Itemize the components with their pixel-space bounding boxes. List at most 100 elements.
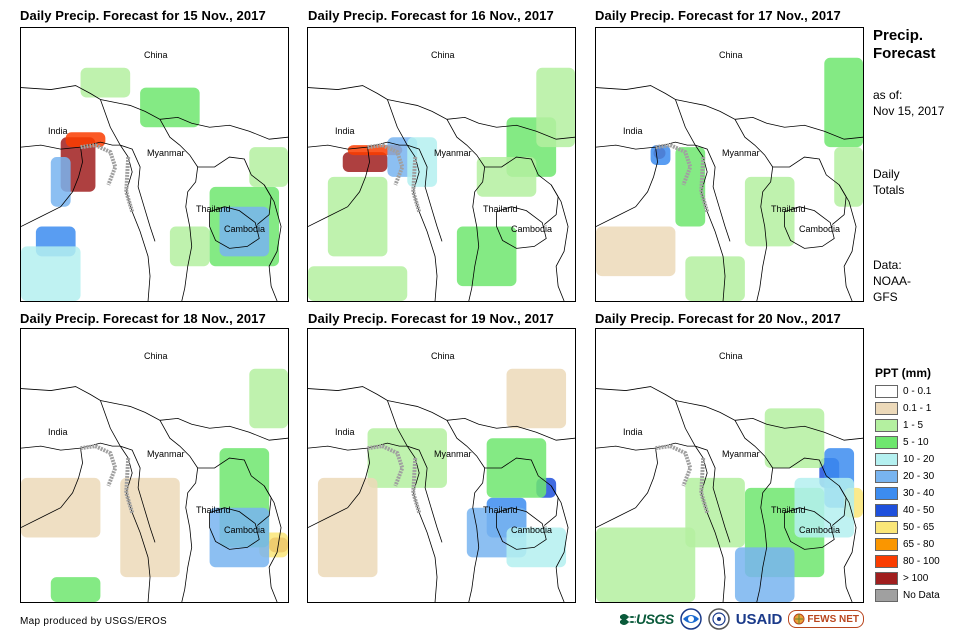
precip-area <box>794 477 855 538</box>
country-borders <box>21 386 288 602</box>
legend-swatch <box>875 402 898 415</box>
data-line3: GFS <box>873 290 898 304</box>
asof-line2: Nov 15, 2017 <box>873 104 945 118</box>
precip-area <box>342 152 388 172</box>
no-data-area <box>367 444 405 487</box>
country-border <box>596 144 656 150</box>
label-china: China <box>144 50 168 60</box>
daily-line2: Totals <box>873 183 905 197</box>
legend-swatch <box>875 572 898 585</box>
map-panel-4: China India Myanmar Thailand Cambodia <box>20 328 289 603</box>
legend-label: 20 - 30 <box>903 471 935 482</box>
daily-line1: Daily <box>873 167 900 181</box>
label-thailand: Thailand <box>196 505 231 515</box>
asof-text: as of: Nov 15, 2017 <box>873 87 944 119</box>
precip-area <box>834 147 863 207</box>
no-data-area <box>699 457 710 514</box>
map-canvas-5 <box>308 368 575 602</box>
legend-swatch <box>875 555 898 568</box>
legend-label: 10 - 20 <box>903 454 935 465</box>
label-myanmar: Myanmar <box>434 449 472 459</box>
country-border <box>446 420 486 602</box>
country-border <box>596 445 656 451</box>
label-thailand: Thailand <box>483 204 518 214</box>
label-china: China <box>719 351 743 361</box>
country-border <box>550 184 569 301</box>
legend-swatch <box>875 589 898 602</box>
legend-row: 10 - 20 <box>875 451 940 468</box>
country-border <box>21 85 288 140</box>
precip-area <box>486 438 547 498</box>
country-border <box>263 184 282 301</box>
map-canvas-2 <box>308 67 575 301</box>
fewsnet-globe-icon <box>793 613 805 625</box>
usgs-wave-icon <box>620 614 636 625</box>
label-india: India <box>48 126 68 136</box>
legend-swatch <box>875 419 898 432</box>
country-borders <box>596 85 863 301</box>
usgs-logo-text: USGS <box>636 611 674 627</box>
label-myanmar: Myanmar <box>722 148 760 158</box>
precip-area <box>169 226 210 267</box>
panel-title-3: Daily Precip. Forecast for 17 Nov., 2017 <box>595 8 841 23</box>
legend-row: 5 - 10 <box>875 434 940 451</box>
country-border <box>308 445 368 451</box>
legend-swatch <box>875 453 898 466</box>
fewsnet-logo-text: FEWS NET <box>807 613 860 625</box>
legend-label: 30 - 40 <box>903 488 935 499</box>
usgs-logo: USGS <box>620 611 674 627</box>
label-thailand: Thailand <box>771 505 806 515</box>
legend-swatch <box>875 470 898 483</box>
legend-label: 80 - 100 <box>903 556 940 567</box>
no-data-area <box>80 143 118 186</box>
legend-label: No Data <box>903 590 940 601</box>
legend-row: 20 - 30 <box>875 468 940 485</box>
country-border <box>21 448 83 528</box>
label-myanmar: Myanmar <box>147 449 185 459</box>
country-border <box>734 420 774 602</box>
country-borders <box>308 386 575 602</box>
country-border <box>675 99 731 242</box>
map-panel-3: China India Myanmar Thailand Cambodia <box>595 27 864 302</box>
precip-area <box>506 368 567 429</box>
label-india: India <box>48 427 68 437</box>
precip-area <box>317 477 378 578</box>
country-border <box>197 457 272 526</box>
precip-area <box>327 176 388 257</box>
country-border <box>308 448 370 528</box>
country-border <box>596 147 658 227</box>
label-china: China <box>431 351 455 361</box>
legend-label: > 100 <box>903 573 929 584</box>
precip-area <box>308 266 408 301</box>
precip-area <box>21 246 81 301</box>
legend-swatch <box>875 521 898 534</box>
precip-layer <box>596 57 863 301</box>
country-border <box>308 147 370 227</box>
country-border <box>21 147 83 227</box>
country-border <box>484 457 559 526</box>
label-china: China <box>431 50 455 60</box>
map-panel-5: China India Myanmar Thailand Cambodia <box>307 328 576 603</box>
no-data-area <box>411 457 422 514</box>
country-border <box>496 507 547 550</box>
sidebar-title-line1: Precip. <box>873 27 924 44</box>
no-data-area <box>411 156 422 213</box>
legend-label: 0 - 0.1 <box>903 386 932 397</box>
panel-title-4: Daily Precip. Forecast for 18 Nov., 2017 <box>20 311 266 326</box>
noaa-seal-icon <box>679 608 702 630</box>
precip-layer <box>21 368 288 602</box>
daily-totals-text: Daily Totals <box>873 166 904 198</box>
legend-swatch <box>875 436 898 449</box>
country-border <box>100 400 156 543</box>
legend-row: > 100 <box>875 570 940 587</box>
country-border <box>838 184 857 301</box>
country-border <box>21 144 81 150</box>
precip-area <box>50 157 71 207</box>
panel-title-1: Daily Precip. Forecast for 15 Nov., 2017 <box>20 8 266 23</box>
country-border <box>772 457 847 526</box>
map-canvas-3 <box>596 57 863 301</box>
precip-area <box>209 507 270 568</box>
label-india: India <box>335 126 355 136</box>
country-border <box>496 206 547 249</box>
label-china: China <box>719 50 743 60</box>
